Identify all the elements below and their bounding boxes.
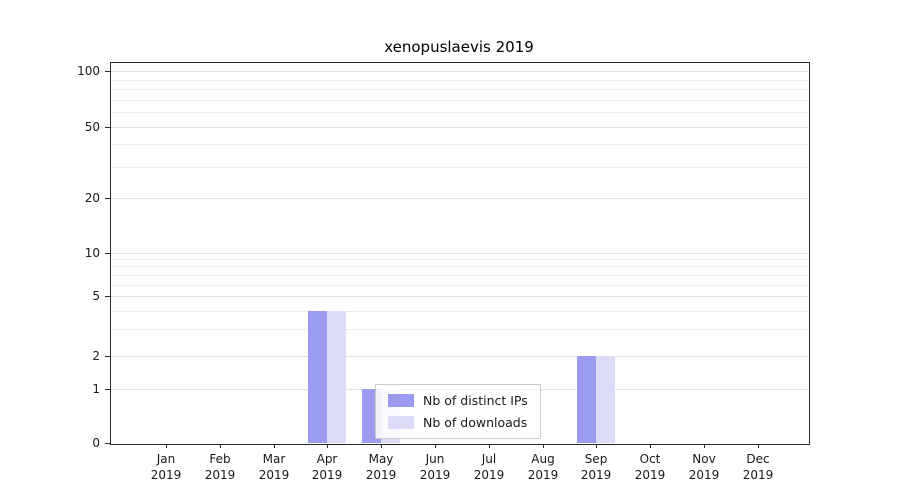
- legend-item-distinct-ips: Nb of distinct IPs: [388, 393, 528, 408]
- gridline-minor: [111, 275, 808, 276]
- gridline-major: [111, 296, 808, 297]
- y-tick-label: 2: [92, 349, 100, 363]
- y-tick-label: 10: [84, 246, 100, 260]
- x-tick-mark: [704, 444, 705, 448]
- x-tick-label: Apr 2019: [311, 452, 343, 482]
- legend-swatch-distinct-ips: [388, 394, 414, 407]
- y-tick-label: 5: [92, 289, 100, 303]
- gridline-minor: [111, 311, 808, 312]
- legend-label-distinct-ips: Nb of distinct IPs: [423, 393, 528, 408]
- legend-item-downloads: Nb of downloads: [388, 415, 528, 430]
- x-tick-label: Jul 2019: [473, 452, 505, 482]
- gridline-minor: [111, 100, 808, 101]
- gridline-minor: [111, 167, 808, 168]
- y-tick-label: 0: [92, 436, 100, 450]
- x-tick-label: Jun 2019: [419, 452, 451, 482]
- gridline-minor: [111, 144, 808, 145]
- x-tick-mark: [489, 444, 490, 448]
- y-tick-mark: [105, 389, 110, 390]
- y-tick-mark: [105, 127, 110, 128]
- x-tick-label: Nov 2019: [688, 452, 720, 482]
- gridline-major: [111, 198, 808, 199]
- gridline-minor: [111, 266, 808, 267]
- gridline-minor: [111, 259, 808, 260]
- x-tick-mark: [327, 444, 328, 448]
- x-tick-mark: [596, 444, 597, 448]
- x-tick-label: May 2019: [365, 452, 397, 482]
- x-tick-mark: [220, 444, 221, 448]
- gridline-minor: [111, 329, 808, 330]
- gridline-major: [111, 127, 808, 128]
- y-tick-mark: [105, 71, 110, 72]
- bar: [308, 311, 327, 443]
- y-tick-mark: [105, 198, 110, 199]
- x-tick-label: Mar 2019: [258, 452, 290, 482]
- legend: Nb of distinct IPs Nb of downloads: [375, 384, 541, 439]
- gridline-minor: [111, 89, 808, 90]
- x-tick-mark: [758, 444, 759, 448]
- bar: [327, 311, 346, 443]
- x-tick-label: Jan 2019: [150, 452, 182, 482]
- x-tick-label: Oct 2019: [634, 452, 666, 482]
- x-tick-mark: [166, 444, 167, 448]
- bar: [577, 356, 596, 443]
- x-tick-label: Feb 2019: [204, 452, 236, 482]
- y-tick-label: 50: [84, 120, 100, 134]
- y-tick-label: 1: [92, 382, 100, 396]
- gridline-major: [111, 253, 808, 254]
- x-tick-mark: [274, 444, 275, 448]
- gridline-minor: [111, 112, 808, 113]
- x-tick-mark: [650, 444, 651, 448]
- gridline-major: [111, 356, 808, 357]
- x-tick-label: Aug 2019: [527, 452, 559, 482]
- y-tick-mark: [105, 443, 110, 444]
- y-tick-label: 100: [77, 64, 100, 78]
- gridline-minor: [111, 285, 808, 286]
- chart-title: xenopuslaevis 2019: [384, 38, 534, 56]
- y-tick-mark: [105, 253, 110, 254]
- x-tick-mark: [435, 444, 436, 448]
- bar: [596, 356, 615, 443]
- y-tick-mark: [105, 296, 110, 297]
- y-tick-mark: [105, 356, 110, 357]
- x-tick-label: Sep 2019: [580, 452, 612, 482]
- y-tick-label: 20: [84, 191, 100, 205]
- gridline-minor: [111, 80, 808, 81]
- x-tick-mark: [543, 444, 544, 448]
- x-tick-mark: [381, 444, 382, 448]
- legend-swatch-downloads: [388, 416, 414, 429]
- gridline-major: [111, 71, 808, 72]
- legend-label-downloads: Nb of downloads: [423, 415, 528, 430]
- x-tick-label: Dec 2019: [742, 452, 774, 482]
